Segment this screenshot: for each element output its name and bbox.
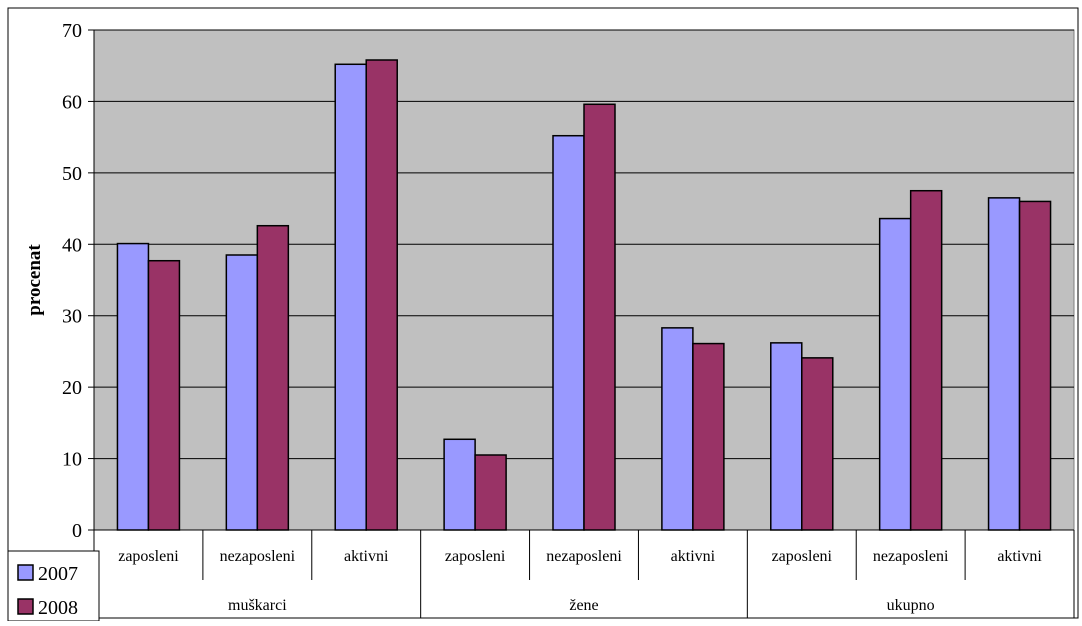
legend-label: 2007 [38, 563, 78, 585]
bar-2008-6 [692, 342, 725, 531]
bar-2008-2 [256, 224, 290, 531]
category-label: zaposleni [118, 548, 179, 565]
bar-2007-6 [661, 327, 694, 531]
bar-2007-5 [552, 134, 585, 531]
y-axis-label: procenat [24, 244, 45, 316]
bar-2007-2 [225, 254, 259, 531]
bar-2008-9 [1018, 200, 1052, 531]
y-tick-label: 30 [62, 306, 82, 328]
category-label: nezaposleni [220, 548, 296, 565]
group-label: žene [569, 597, 598, 614]
bar-2007-7 [770, 342, 803, 531]
category-label: nezaposleni [546, 548, 622, 565]
category-label: aktivni [997, 548, 1042, 565]
category-label: nezaposleni [873, 548, 949, 565]
bar-2008-3 [365, 59, 398, 531]
y-tick-label: 40 [62, 234, 82, 256]
bar-2007-8 [878, 217, 912, 531]
y-tick-label: 0 [72, 520, 82, 542]
bar-2008-5 [583, 103, 616, 531]
bar-2008-8 [909, 189, 943, 531]
bar-2007-1 [116, 242, 150, 531]
y-tick-label: 70 [62, 20, 82, 42]
group-label: muškarci [228, 597, 287, 614]
bar-2008-4 [474, 454, 507, 531]
bar-2007-9 [987, 197, 1021, 531]
bar-2008-7 [801, 357, 834, 531]
y-tick-label: 20 [62, 377, 82, 399]
category-label: zaposleni [445, 548, 506, 565]
bar-2008-1 [147, 259, 181, 531]
legend-label: 2008 [38, 597, 78, 619]
category-label: zaposleni [772, 548, 833, 565]
legend-swatch-2007 [17, 564, 34, 581]
bar-2007-3 [334, 63, 367, 531]
legend-swatch-2008 [17, 598, 34, 615]
bar-2007-4 [443, 438, 476, 531]
y-tick-label: 50 [62, 163, 82, 185]
y-tick-label: 60 [62, 91, 82, 113]
category-label: aktivni [671, 548, 716, 565]
y-tick-label: 10 [62, 449, 82, 471]
group-label: ukupno [887, 597, 935, 614]
category-label: aktivni [344, 548, 389, 565]
